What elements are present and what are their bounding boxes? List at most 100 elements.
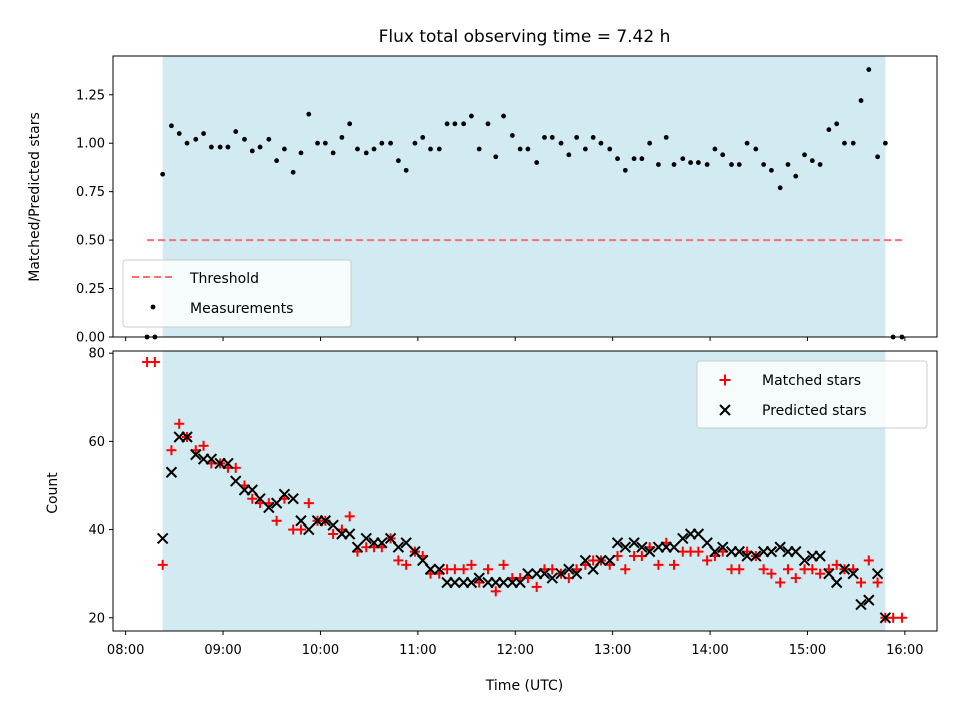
bottom-y-tick-label: 40 <box>88 523 105 538</box>
matched-star-point <box>531 581 542 592</box>
matched-star-point <box>856 577 867 588</box>
predicted-star-point <box>733 545 745 558</box>
predicted-star-point <box>814 550 826 562</box>
measurement-point <box>663 134 669 140</box>
predicted-star-point <box>165 466 178 478</box>
measurements-legend-swatch <box>150 304 156 310</box>
bottom-y-tick-label: 60 <box>88 435 105 450</box>
measurement-point <box>217 144 223 150</box>
matched-star-point <box>328 528 339 539</box>
predicted-star-point <box>522 567 534 580</box>
matched-star-point <box>775 577 786 588</box>
matched-star-point <box>149 357 160 368</box>
measurement-point <box>249 148 255 154</box>
matched-star-point <box>734 564 745 575</box>
x-tick-label: 16:00 <box>886 643 923 658</box>
top-y-axis-label: Matched/Predicted stars <box>27 112 43 282</box>
predicted-star-point <box>254 493 266 505</box>
measurement-point <box>306 111 312 117</box>
top-legend-box <box>122 259 352 328</box>
top-axis-ticks: 0.00 0.25 0.50 0.75 1.00 1.25 <box>76 88 906 346</box>
measurement-point <box>761 162 767 167</box>
matched-star-point <box>295 524 306 535</box>
matched-star-point <box>702 555 713 566</box>
top-y-tick-label: 0.25 <box>76 282 105 297</box>
measurement-point <box>826 127 832 133</box>
measurement-points <box>144 67 905 340</box>
predicted-star-point <box>750 550 762 562</box>
measurement-point <box>176 131 182 136</box>
measurement-point <box>842 140 847 146</box>
predicted-star-point <box>863 594 875 606</box>
measurement-point <box>242 136 247 142</box>
matched-star-point <box>782 564 793 575</box>
matched-star-point <box>490 586 501 597</box>
measurement-point <box>615 156 620 162</box>
matched-star-point <box>669 559 680 570</box>
predicted-star-point <box>473 572 485 584</box>
x-tick-label: 10:00 <box>302 643 339 658</box>
predicted-star-point <box>643 545 656 558</box>
measurement-point <box>444 121 450 127</box>
matched-star-point <box>393 555 404 566</box>
predicted-star-point <box>546 572 558 584</box>
predicted-star-point <box>327 519 339 531</box>
measurement-point <box>542 134 547 140</box>
predicted-star-point <box>230 475 242 487</box>
bottom-legend-box <box>696 360 928 429</box>
predicted-star-point <box>611 537 624 549</box>
ratio-panel: 0.00 0.25 0.50 0.75 1.00 1.25 Matched/Predict… <box>27 55 938 346</box>
measurement-point <box>525 146 531 152</box>
predicted-star-point <box>263 501 275 514</box>
predicted-star-point <box>830 576 843 589</box>
matched-star-point <box>498 559 509 570</box>
measurement-point <box>566 152 572 158</box>
measurement-point <box>469 113 474 119</box>
matched-star-point <box>815 568 826 579</box>
x-tick-label: 13:00 <box>594 643 631 658</box>
predicted-star-point <box>465 576 478 589</box>
predicted-star-point <box>424 563 437 575</box>
measurement-point <box>363 150 369 156</box>
measurement-point <box>208 144 214 150</box>
measurement-point <box>704 162 710 167</box>
matched-star-point <box>466 559 477 570</box>
measurement-point <box>493 154 499 160</box>
matched-star-point <box>458 564 469 575</box>
measurement-point <box>729 162 734 167</box>
measurement-point <box>850 140 856 146</box>
measurement-point <box>169 123 174 129</box>
measurement-point <box>744 140 750 146</box>
measurement-point <box>160 171 166 177</box>
bottom-legend: Matched stars Predicted stars <box>696 360 928 429</box>
measurement-point <box>274 158 280 164</box>
x-axis-label: Time (UTC) <box>485 678 563 694</box>
measurement-point <box>379 140 385 146</box>
matched-star-point <box>401 559 412 570</box>
measurement-point <box>282 146 287 152</box>
measurement-point <box>461 121 467 127</box>
predicted-star-point <box>798 554 811 567</box>
predicted-legend-swatch <box>719 404 731 416</box>
predicted-star-point <box>555 567 567 580</box>
measurement-point <box>769 167 774 173</box>
predicted-stars-points <box>156 431 892 624</box>
predicted-star-point <box>156 532 169 545</box>
measurement-point <box>298 150 304 156</box>
top-y-tick-label: 0.00 <box>76 331 105 346</box>
matched-star-point <box>247 493 258 504</box>
measurement-point <box>777 185 783 191</box>
predicted-star-point <box>619 541 632 553</box>
predicted-star-point <box>741 550 753 562</box>
matched-star-point <box>758 564 769 575</box>
measurement-point <box>371 146 377 152</box>
predicted-star-point <box>692 528 705 540</box>
predicted-star-point <box>278 488 291 501</box>
predicted-star-point <box>677 532 689 545</box>
measurement-point <box>322 140 328 146</box>
matched-star-point <box>863 555 874 566</box>
predicted-star-point <box>570 567 583 580</box>
measurement-point <box>534 160 540 165</box>
predicted-star-point <box>303 523 315 536</box>
measurement-point <box>428 146 433 152</box>
